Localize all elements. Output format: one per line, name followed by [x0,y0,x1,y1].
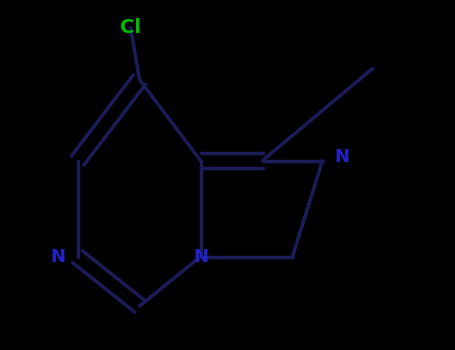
Text: N: N [51,248,66,266]
Text: Cl: Cl [120,18,141,37]
Text: N: N [334,148,349,166]
Text: N: N [193,248,208,266]
